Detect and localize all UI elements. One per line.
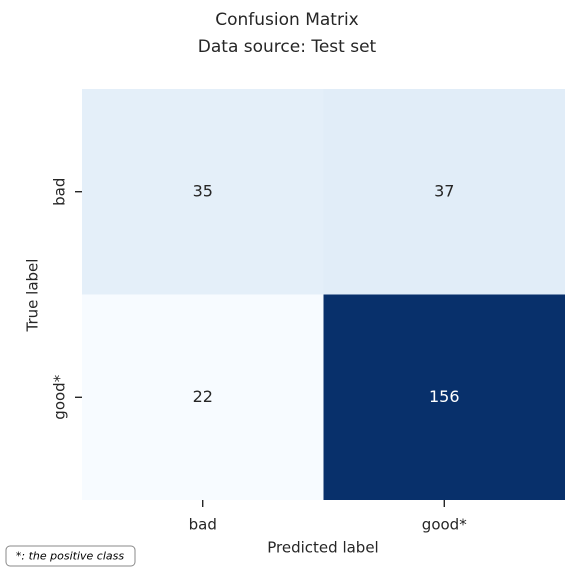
heatmap-cell — [323, 294, 565, 500]
cell-label: 37 — [434, 181, 454, 200]
chart-title: Confusion Matrix — [215, 10, 359, 30]
cell-label: 22 — [193, 387, 213, 406]
cell-label: 35 — [193, 181, 213, 200]
y-tick-label: good* — [51, 374, 69, 419]
footnote: *: the positive class — [16, 550, 124, 563]
footnote-box — [5, 545, 136, 567]
heatmap-cell — [82, 294, 324, 500]
cell-label: 156 — [429, 387, 460, 406]
chart-subtitle: Data source: Test set — [198, 37, 377, 57]
heatmap-cell — [82, 89, 324, 295]
heatmap-cell — [323, 89, 565, 295]
x-tick-label: good* — [422, 516, 467, 534]
y-axis-label: True label — [24, 259, 42, 333]
x-tick-label: bad — [189, 516, 217, 534]
y-tick-label: bad — [51, 178, 69, 206]
x-axis-label: Predicted label — [267, 539, 378, 557]
